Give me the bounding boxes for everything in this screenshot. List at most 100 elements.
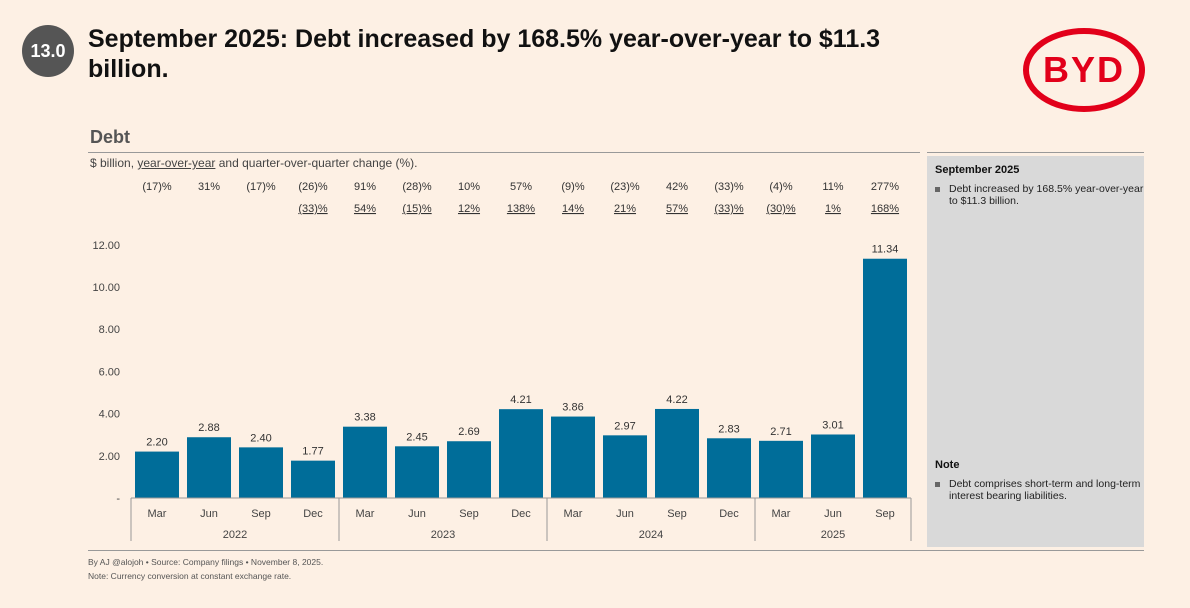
x-tick-label: Mar	[564, 508, 583, 520]
data-label: 2.20	[146, 437, 167, 449]
yoy-change: 57%	[666, 203, 688, 215]
y-tick-label: 4.00	[99, 409, 120, 421]
qoq-change: (23)%	[610, 181, 640, 193]
svg-text:BYD: BYD	[1043, 49, 1125, 90]
y-tick-label: 10.00	[92, 282, 120, 294]
year-label: 2023	[431, 529, 455, 541]
bar	[187, 437, 231, 498]
data-label: 2.83	[718, 423, 739, 435]
divider	[88, 152, 920, 153]
data-label: 3.38	[354, 412, 375, 424]
bar	[863, 258, 907, 498]
chart-subtitle: $ billion, year-over-year and quarter-ov…	[90, 156, 418, 170]
x-tick-label: Mar	[148, 508, 167, 520]
bar	[811, 434, 855, 498]
yoy-change: (33)%	[298, 203, 328, 215]
yoy-change: 168%	[871, 203, 899, 215]
yoy-change: 21%	[614, 203, 636, 215]
yoy-change: (15)%	[402, 203, 432, 215]
data-label: 4.22	[666, 394, 687, 406]
x-tick-label: Jun	[616, 508, 634, 520]
x-tick-label: Sep	[667, 508, 687, 520]
x-tick-label: Dec	[303, 508, 323, 520]
qoq-change: 91%	[354, 181, 376, 193]
yoy-change: 138%	[507, 203, 535, 215]
yoy-change: 54%	[354, 203, 376, 215]
page-title: September 2025: Debt increased by 168.5%…	[88, 25, 881, 83]
yoy-change: (30)%	[766, 203, 796, 215]
data-label: 4.21	[510, 394, 531, 406]
data-label: 3.86	[562, 402, 583, 414]
debt-bar-chart: - 2.00 4.00 6.00 8.00 10.00 12.00 2.20 Mar (17)% 2…	[92, 181, 912, 541]
footer-source: By AJ @alojoh • Source: Company filings …	[88, 557, 324, 567]
bar	[343, 426, 387, 498]
bar	[135, 451, 179, 498]
bar	[395, 446, 439, 498]
bar	[759, 440, 803, 498]
qoq-change: (26)%	[298, 181, 328, 193]
qoq-change: 10%	[458, 181, 480, 193]
x-tick-label: Jun	[200, 508, 218, 520]
yoy-change: 12%	[458, 203, 480, 215]
qoq-change: (28)%	[402, 181, 432, 193]
x-tick-label: Dec	[511, 508, 531, 520]
data-label: 2.40	[250, 432, 271, 444]
yoy-change: 1%	[825, 203, 841, 215]
x-tick-label: Jun	[408, 508, 426, 520]
y-tick-label: 8.00	[99, 324, 120, 336]
note-heading: Note	[935, 459, 960, 471]
qoq-change: 277%	[871, 181, 899, 193]
qoq-change: (33)%	[714, 181, 744, 193]
qoq-change: 57%	[510, 181, 532, 193]
note-bullet: Debt comprises short-term and long-term …	[935, 478, 1149, 502]
year-label: 2025	[821, 529, 845, 541]
y-tick-label: 12.00	[92, 240, 120, 252]
qoq-change: (9)%	[561, 181, 584, 193]
divider	[927, 152, 1144, 153]
x-tick-label: Jun	[824, 508, 842, 520]
footer-divider	[88, 550, 1144, 551]
qoq-change: (4)%	[769, 181, 792, 193]
bar	[655, 408, 699, 498]
data-label: 11.34	[872, 244, 899, 256]
bar	[707, 438, 751, 498]
subtitle-prefix: $ billion,	[90, 156, 138, 170]
footer-note: Note: Currency conversion at constant ex…	[88, 571, 292, 581]
data-label: 2.88	[198, 422, 219, 434]
year-label: 2022	[223, 529, 247, 541]
data-label: 2.97	[614, 420, 635, 432]
x-tick-label: Dec	[719, 508, 739, 520]
data-label: 1.77	[302, 446, 323, 458]
sidebar-panel: September 2025 Debt increased by 168.5% …	[927, 156, 1144, 547]
x-tick-label: Sep	[251, 508, 271, 520]
year-label: 2024	[639, 529, 663, 541]
bar	[239, 447, 283, 498]
qoq-change: 31%	[198, 181, 220, 193]
slide-number-badge: 13.0	[22, 25, 74, 77]
subtitle-yoy: year-over-year	[137, 156, 216, 170]
qoq-change: (17)%	[246, 181, 276, 193]
section-title: Debt	[90, 127, 130, 147]
x-tick-label: Sep	[459, 508, 479, 520]
subtitle-suffix: and quarter-over-quarter change (%).	[215, 156, 418, 170]
x-tick-label: Mar	[772, 508, 791, 520]
bar	[291, 460, 335, 498]
yoy-change: (33)%	[714, 203, 744, 215]
y-tick-label: -	[116, 493, 120, 505]
bar	[551, 416, 595, 498]
bar	[603, 435, 647, 498]
yoy-change: 14%	[562, 203, 584, 215]
y-tick-label: 6.00	[99, 366, 120, 378]
sidebar-bullet: Debt increased by 168.5% year-over-year …	[935, 183, 1149, 207]
data-label: 2.71	[770, 426, 791, 438]
qoq-change: 11%	[822, 181, 843, 193]
byd-logo: BYD	[1023, 28, 1145, 112]
qoq-change: (17)%	[142, 181, 172, 193]
y-tick-label: 2.00	[99, 451, 120, 463]
qoq-change: 42%	[666, 181, 688, 193]
data-label: 2.69	[458, 426, 479, 438]
sidebar-heading: September 2025	[935, 164, 1020, 176]
bar	[499, 409, 543, 498]
x-tick-label: Mar	[356, 508, 375, 520]
x-tick-label: Sep	[875, 508, 895, 520]
